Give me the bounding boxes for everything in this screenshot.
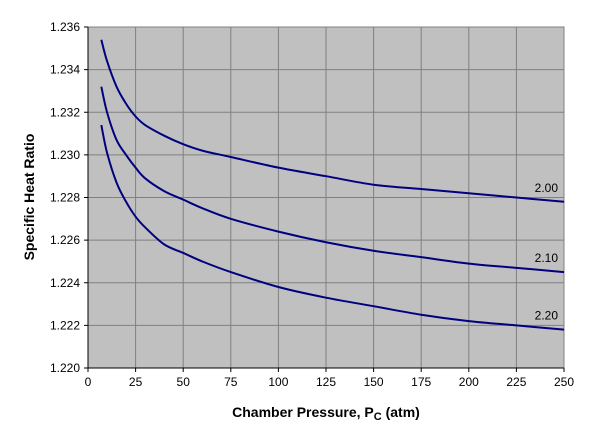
x-axis-title-unit: (atm) [382, 404, 420, 420]
y-tick-label: 1.224 [50, 276, 80, 290]
y-tick-label: 1.230 [50, 148, 80, 162]
y-axis-ticks: 1.220 1.222 1.224 1.226 1.228 1.230 1.232 1.234… [50, 20, 89, 375]
x-axis-title: Chamber Pressure, PC (atm) [232, 404, 420, 423]
x-tick-label: 125 [316, 375, 336, 389]
x-tick-label: 225 [506, 375, 526, 389]
y-axis-title: Specific Heat Ratio [21, 134, 37, 261]
x-tick-label: 200 [459, 375, 479, 389]
series-layer [100, 39, 565, 331]
x-tick-label: 0 [85, 375, 92, 389]
y-tick-label: 1.234 [50, 63, 80, 77]
series-label-3: 2.20 [535, 309, 559, 323]
x-tick-label: 50 [177, 375, 191, 389]
series-label-1: 2.00 [535, 181, 559, 195]
y-tick-label: 1.226 [50, 233, 80, 247]
series-line-2 [100, 86, 565, 274]
series-line-3 [100, 124, 565, 331]
x-tick-label: 175 [411, 375, 431, 389]
y-tick-label: 1.220 [50, 361, 80, 375]
x-axis-ticks: 0 25 50 75 100 125 150 175 200 225 250 [85, 367, 574, 389]
series-label-2: 2.10 [535, 251, 559, 265]
y-tick-label: 1.236 [50, 20, 80, 34]
x-tick-label: 150 [364, 375, 384, 389]
series-line-1 [100, 39, 565, 203]
x-tick-label: 75 [224, 375, 238, 389]
x-tick-label: 100 [268, 375, 288, 389]
gridlines [88, 27, 564, 368]
x-axis-title-main: Chamber Pressure, P [232, 404, 374, 420]
x-axis-title-subscript: C [374, 411, 382, 423]
y-tick-label: 1.222 [50, 318, 80, 332]
series-labels: 2.00 2.10 2.20 [535, 181, 559, 323]
x-tick-label: 250 [554, 375, 574, 389]
x-tick-label: 25 [129, 375, 143, 389]
y-tick-label: 1.232 [50, 105, 80, 119]
y-tick-label: 1.228 [50, 191, 80, 205]
